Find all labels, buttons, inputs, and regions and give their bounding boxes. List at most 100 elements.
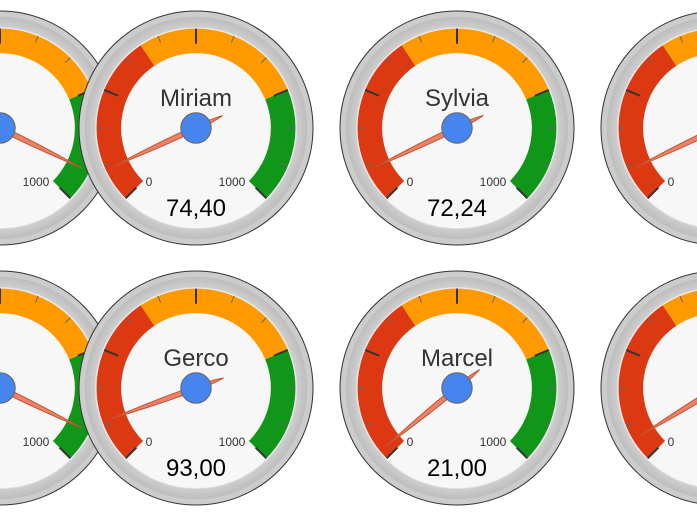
gauge-minor-tick xyxy=(230,295,235,303)
gauge-value-label: 74,40 xyxy=(166,195,226,222)
gauge-max-label: 1000 xyxy=(480,435,507,449)
gauge-color-band xyxy=(140,28,288,100)
gauge-minor-tick xyxy=(386,57,392,63)
gauge-major-tick xyxy=(254,446,268,460)
gauge-minor-tick xyxy=(34,295,39,303)
gauge-color-band xyxy=(401,28,549,100)
gauge-hub xyxy=(0,112,16,144)
gauge-minor-tick xyxy=(364,162,372,167)
gauge: 0 1000 Gerco 93,00 xyxy=(78,270,314,506)
gauge-color-band xyxy=(0,28,92,100)
gauge-minor-tick xyxy=(34,35,39,43)
gauge-minor-tick xyxy=(386,317,392,323)
gauge-major-tick xyxy=(273,89,289,97)
gauge-minor-tick xyxy=(647,317,653,323)
gauge-max-label: 1000 xyxy=(23,175,50,189)
gauge-color-band xyxy=(509,349,557,459)
gauge: 0 1000 Miriam 74,40 xyxy=(78,10,314,246)
gauge-major-tick xyxy=(646,186,660,200)
gauge-value-label: 72,24 xyxy=(427,195,487,222)
gauge-color-band xyxy=(357,305,416,459)
gauge: 01000D7 xyxy=(600,12,697,244)
gauge-min-label: 0 xyxy=(668,175,675,189)
gauge: 0 1000 Sylvia 72,24 xyxy=(339,10,575,246)
gauge-major-tick xyxy=(385,186,399,200)
gauge-major-tick xyxy=(534,349,550,357)
gauge-minor-tick xyxy=(125,317,131,323)
gauge-needle xyxy=(0,384,83,429)
gauge-minor-tick xyxy=(679,35,684,43)
gauge-hub xyxy=(441,112,473,144)
gauge-minor-tick xyxy=(65,317,71,323)
gauge-major-tick xyxy=(515,446,529,460)
gauge-color-band xyxy=(248,349,296,459)
gauge-color-band xyxy=(401,288,549,360)
gauge-hub xyxy=(0,372,16,404)
gauge-min-label: 0 xyxy=(407,435,414,449)
gauge-color-band xyxy=(618,305,677,459)
gauge-value-label: 93,00 xyxy=(166,455,226,482)
gauge-needle xyxy=(639,397,697,437)
gauge-minor-tick xyxy=(230,35,235,43)
gauge-value-label: 21,00 xyxy=(427,455,487,482)
gauge-major-tick xyxy=(103,89,119,97)
gauge-min-label: 0 xyxy=(146,175,153,189)
gauge-hub xyxy=(441,372,473,404)
gauge-name-label: Gerco xyxy=(163,345,228,372)
gauge-minor-tick xyxy=(522,57,528,63)
gauge-minor-tick xyxy=(542,162,550,167)
gauge-minor-tick xyxy=(281,162,289,167)
gauge-hub xyxy=(180,372,212,404)
gauge-major-tick xyxy=(58,446,72,460)
gauge-name-label: Sylvia xyxy=(425,85,490,112)
gauge: 01000R5 xyxy=(600,272,697,504)
gauge-minor-tick xyxy=(261,317,267,323)
gauge-major-tick xyxy=(364,349,380,357)
gauge-color-band xyxy=(509,89,557,199)
gauge-minor-tick xyxy=(418,35,423,43)
gauge-major-tick xyxy=(273,349,289,357)
gauge-max-label: 1000 xyxy=(480,175,507,189)
gauge-color-band xyxy=(662,30,697,66)
gauge-minor-tick xyxy=(103,422,111,427)
gauge-major-tick xyxy=(364,89,380,97)
gauge-major-tick xyxy=(385,446,399,460)
gauge-minor-tick xyxy=(491,35,496,43)
gauge-max-label: 1000 xyxy=(219,175,246,189)
gauge-max-label: 1000 xyxy=(23,435,50,449)
gauge-minor-tick xyxy=(103,162,111,167)
gauge-minor-tick xyxy=(542,422,550,427)
gauge-minor-tick xyxy=(125,57,131,63)
gauge-needle xyxy=(635,134,697,168)
gauge-hub xyxy=(180,112,212,144)
gauge-color-band xyxy=(0,288,92,360)
gauge-major-tick xyxy=(625,89,641,97)
gauge-minor-tick xyxy=(625,422,633,427)
gauge-minor-tick xyxy=(679,295,684,303)
gauge-major-tick xyxy=(534,89,550,97)
gauge-minor-tick xyxy=(625,162,633,167)
gauge: 0 1000 Marcel 21,00 xyxy=(339,270,575,506)
gauge-minor-tick xyxy=(157,35,162,43)
gauge-max-label: 1000 xyxy=(219,435,246,449)
gauge-major-tick xyxy=(515,186,529,200)
gauge-color-band xyxy=(618,45,677,199)
gauge-major-tick xyxy=(103,349,119,357)
gauge-min-label: 0 xyxy=(146,435,153,449)
gauge-minor-tick xyxy=(522,317,528,323)
gauge-minor-tick xyxy=(281,422,289,427)
gauge-major-tick xyxy=(124,186,138,200)
gauge-minor-tick xyxy=(65,57,71,63)
gauge-major-tick xyxy=(124,446,138,460)
gauge-minor-tick xyxy=(261,57,267,63)
gauge-major-tick xyxy=(625,349,641,357)
gauge-minor-tick xyxy=(647,57,653,63)
gauge-color-band xyxy=(96,45,155,199)
gauge-color-band xyxy=(140,288,288,360)
gauge-min-label: 0 xyxy=(668,435,675,449)
gauge-minor-tick xyxy=(418,295,423,303)
